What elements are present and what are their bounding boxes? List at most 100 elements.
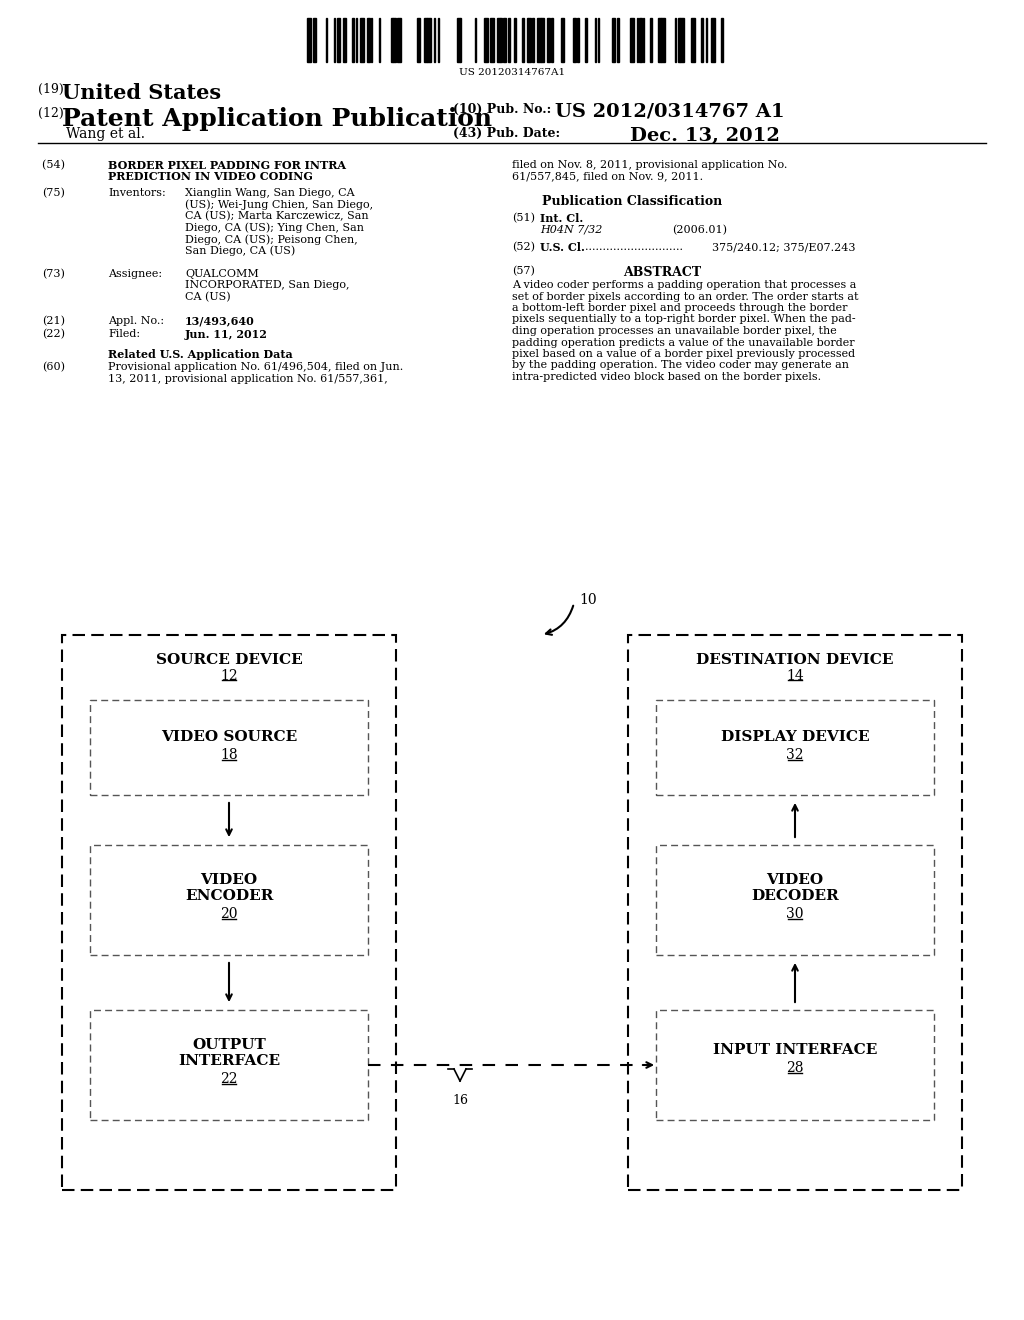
Bar [691,18,695,62]
Text: (2006.01): (2006.01) [672,224,727,235]
Bar [656,700,934,795]
Text: 20: 20 [220,907,238,921]
Bar [547,18,550,62]
Text: (73): (73) [42,269,65,280]
Bar [62,635,396,1191]
Text: 61/557,845, filed on Nov. 9, 2011.: 61/557,845, filed on Nov. 9, 2011. [512,172,703,181]
Text: San Diego, CA (US): San Diego, CA (US) [185,246,295,256]
Text: Provisional application No. 61/496,504, filed on Jun.: Provisional application No. 61/496,504, … [108,362,403,372]
Bar [577,18,579,62]
Text: filed on Nov. 8, 2011, provisional application No.: filed on Nov. 8, 2011, provisional appli… [512,160,787,170]
Bar [484,18,488,62]
Text: Jun. 11, 2012: Jun. 11, 2012 [185,329,268,341]
Text: CA (US): CA (US) [185,292,230,302]
Bar [352,18,354,62]
Text: (43) Pub. Date:: (43) Pub. Date: [453,127,560,140]
Bar [639,18,642,62]
Text: padding operation predicts a value of the unavailable border: padding operation predicts a value of th… [512,338,855,347]
Text: Filed:: Filed: [108,329,140,339]
Bar [313,18,316,62]
Text: by the padding operation. The video coder may generate an: by the padding operation. The video code… [512,360,849,371]
Text: (21): (21) [42,315,65,326]
Bar [424,18,427,62]
Text: ding operation processes an unavailable border pixel, the: ding operation processes an unavailable … [512,326,837,337]
Bar [457,18,460,62]
Text: INTERFACE: INTERFACE [178,1053,280,1068]
Bar [360,18,364,62]
Text: (US); Wei-Jung Chien, San Diego,: (US); Wei-Jung Chien, San Diego, [185,199,373,210]
Bar [537,18,541,62]
Text: a bottom-left border pixel and proceeds through the border: a bottom-left border pixel and proceeds … [512,304,848,313]
Text: CA (US); Marta Karczewicz, San: CA (US); Marta Karczewicz, San [185,211,369,222]
Text: Wang et al.: Wang et al. [66,127,145,141]
Text: 10: 10 [579,593,597,607]
Text: BORDER PIXEL PADDING FOR INTRA: BORDER PIXEL PADDING FOR INTRA [108,160,346,172]
Bar [573,18,575,62]
Bar [391,18,393,62]
Text: U.S. Cl.: U.S. Cl. [540,242,585,253]
Bar [393,18,396,62]
Text: pixels sequentially to a top-right border pixel. When the pad-: pixels sequentially to a top-right borde… [512,314,856,325]
Bar [532,18,534,62]
Text: Publication Classification: Publication Classification [542,195,722,209]
Bar [628,635,962,1191]
Text: VIDEO: VIDEO [766,873,823,887]
Text: DECODER: DECODER [752,888,839,903]
Text: (19): (19) [38,83,63,96]
Bar [508,18,510,62]
Text: 13, 2011, provisional application No. 61/557,361,: 13, 2011, provisional application No. 61… [108,374,388,384]
Text: 13/493,640: 13/493,640 [185,315,255,326]
Text: (12): (12) [38,107,63,120]
Text: (52): (52) [512,242,535,252]
Bar [658,18,662,62]
Bar [680,18,684,62]
Text: ENCODER: ENCODER [184,888,273,903]
Text: Inventors:: Inventors: [108,187,166,198]
Bar [630,18,634,62]
Text: set of border pixels according to an order. The order starts at: set of border pixels according to an ord… [512,292,858,301]
Text: 375/240.12; 375/E07.243: 375/240.12; 375/E07.243 [712,242,855,252]
Text: INCORPORATED, San Diego,: INCORPORATED, San Diego, [185,281,349,290]
Text: 18: 18 [220,748,238,762]
Bar [522,18,524,62]
Bar [678,18,680,62]
Text: DESTINATION DEVICE: DESTINATION DEVICE [696,653,894,667]
Bar [90,700,368,795]
Bar [397,18,401,62]
Text: (75): (75) [42,187,65,198]
Text: Diego, CA (US); Ying Chen, San: Diego, CA (US); Ying Chen, San [185,223,364,234]
Text: Appl. No.:: Appl. No.: [108,315,164,326]
Text: (10) Pub. No.:: (10) Pub. No.: [453,103,551,116]
Text: 32: 32 [786,748,804,762]
Bar [528,18,531,62]
Text: (51): (51) [512,213,535,223]
Text: VIDEO SOURCE: VIDEO SOURCE [161,730,297,744]
Bar [343,18,346,62]
Bar [367,18,370,62]
Text: ABSTRACT: ABSTRACT [623,265,701,279]
Bar [711,18,715,62]
Text: PREDICTION IN VIDEO CODING: PREDICTION IN VIDEO CODING [108,172,313,182]
Bar [662,18,665,62]
Text: Related U.S. Application Data: Related U.S. Application Data [108,348,293,359]
Text: ............................: ............................ [585,242,683,252]
Bar [561,18,564,62]
Bar [503,18,506,62]
Bar [617,18,618,62]
Text: US 2012/0314767 A1: US 2012/0314767 A1 [555,103,784,121]
Bar [701,18,703,62]
Bar [612,18,615,62]
Bar [656,1010,934,1119]
Bar [90,845,368,954]
Bar [497,18,500,62]
Text: Diego, CA (US); Peisong Chen,: Diego, CA (US); Peisong Chen, [185,234,357,244]
Text: 30: 30 [786,907,804,921]
Text: VIDEO: VIDEO [201,873,258,887]
Text: Xianglin Wang, San Diego, CA: Xianglin Wang, San Diego, CA [185,187,354,198]
Bar [656,845,934,954]
Text: (57): (57) [512,265,535,276]
Bar [337,18,340,62]
Text: (60): (60) [42,362,65,372]
Text: (22): (22) [42,329,65,339]
Bar [541,18,544,62]
